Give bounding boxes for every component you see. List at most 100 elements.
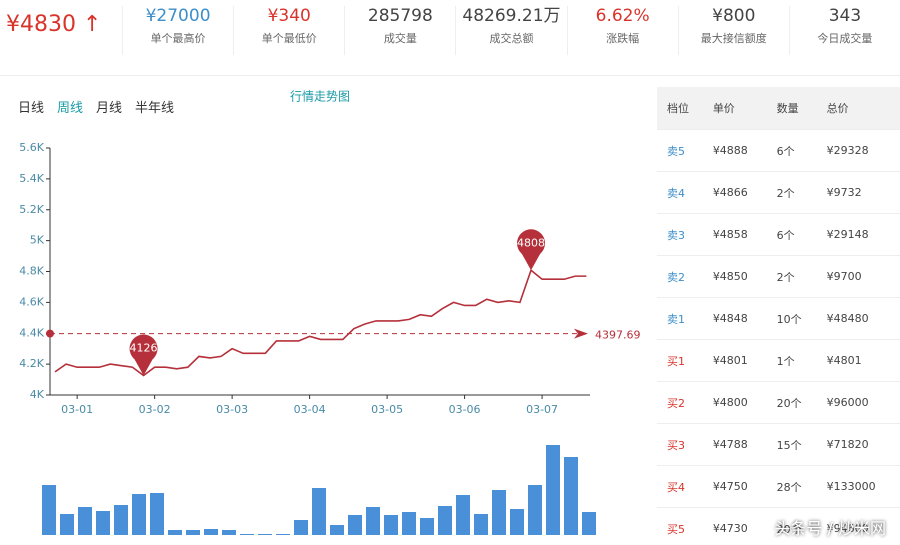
x-tick-label: 03-03 [216,403,248,416]
order-row: 买5 ¥4730 20个 ¥94600 [657,507,900,545]
pin-label: 4126 [130,342,158,355]
cell: 1个 [766,339,817,382]
x-tick-label: 03-07 [526,403,558,416]
x-tick-label: 03-06 [449,403,481,416]
order-row: 买4 ¥4750 28个 ¥133000 [657,465,900,508]
order-book: 档位 单价 数量 总价 卖5 ¥4888 6个 ¥29328 卖4 ¥4866 2个 ¥9732 卖3 ¥… [657,87,900,545]
column-header: 总价 [816,87,900,130]
column-header: 单价 [702,87,767,130]
cell: ¥4858 [702,213,767,256]
volume-bar [114,505,128,535]
volume-bar [186,530,200,535]
cell: 28个 [766,465,817,508]
volume-bar [294,520,308,535]
stat: ¥27000 单个最高价 [122,6,233,55]
volume-bar [420,518,434,535]
volume-bar [384,515,398,535]
cell: ¥4801 [816,339,900,382]
volume-bar [474,514,488,535]
cell: 卖1 [657,297,703,340]
pin [133,357,154,376]
cell: 卖2 [657,255,703,298]
y-tick-label: 5.4K [19,172,44,185]
volume-bar [402,512,416,535]
volume-bar [438,506,452,535]
stat-value: 343 [828,6,862,26]
cell: 6个 [766,213,817,256]
volume-bar [132,494,146,535]
stat-value: ¥340 [267,6,311,26]
stat-label: 涨跌幅 [606,32,640,45]
order-row: 卖1 ¥4848 10个 ¥48480 [657,297,900,340]
cell: 买2 [657,381,703,424]
cell: 6个 [766,129,817,172]
stat: 6.62% 涨跌幅 [566,6,678,55]
stat-label: 单个最低价 [261,32,317,45]
cell: ¥29148 [816,213,900,256]
cell: 20个 [766,381,817,424]
y-tick-label: 5.2K [19,203,44,216]
volume-bar [546,445,560,535]
cell: ¥4866 [702,171,767,214]
average-start [46,329,54,338]
y-tick-label: 4.4K [19,326,44,339]
stat: 343 今日成交量 [788,6,900,55]
volume-bar [492,490,506,535]
stat: 48269.21万 成交总额 [455,6,566,55]
volume-bar [510,509,524,535]
cell: ¥94600 [816,507,900,545]
volume-bar [330,525,344,535]
cell: 2个 [766,171,817,214]
cell: 10个 [766,297,817,340]
volume-bar [366,507,380,535]
x-tick-label: 03-05 [371,403,403,416]
order-row: 买2 ¥4800 20个 ¥96000 [657,381,900,424]
volume-bar [96,511,110,535]
cell: 买3 [657,423,703,466]
pin-head [129,334,158,363]
cell: 卖5 [657,129,703,172]
tab[interactable]: 周线 [57,101,84,116]
cell: ¥9732 [816,171,900,214]
cell: ¥4888 [702,129,767,172]
stat: 285798 成交量 [344,6,455,55]
volume-bar [564,457,578,535]
pin-label: 4808 [517,236,545,249]
cell: ¥4850 [702,255,767,298]
cell: ¥4730 [702,507,767,545]
x-tick-label: 03-02 [139,403,171,416]
watermark: 头条号 / 炒米网 [774,519,886,538]
order-row: 卖4 ¥4866 2个 ¥9732 [657,171,900,214]
volume-bar [168,530,182,535]
cell: 15个 [766,423,817,466]
stat-value: ¥800 [712,6,756,26]
volume-bar [240,534,254,535]
order-row: 卖2 ¥4850 2个 ¥9700 [657,255,900,298]
column-header: 数量 [766,87,817,130]
cell: 卖3 [657,213,703,256]
tab[interactable]: 半年线 [135,101,175,116]
tab[interactable]: 日线 [18,101,45,116]
cell: 20个 [766,507,817,545]
stat-label: 单个最高价 [150,32,206,45]
cell: 2个 [766,255,817,298]
volume-bar [456,495,470,535]
y-tick-label: 5.6K [19,141,44,154]
cell: 买1 [657,339,703,382]
tab[interactable]: 月线 [96,101,123,116]
y-tick-label: 4.2K [19,357,44,370]
stat-label: 成交量 [383,32,417,45]
x-tick-label: 03-04 [294,403,326,416]
cell: ¥96000 [816,381,900,424]
cell: ¥4750 [702,465,767,508]
volume-bar [150,493,164,535]
stat: ¥340 单个最低价 [233,6,344,55]
stat-label: 最大接信额度 [700,32,767,45]
header: ¥4830 ↑ ¥27000 单个最高价 ¥340 单个最低价 285798 成交量 4826… [0,0,900,76]
volume-bar [312,488,326,535]
cell: ¥4800 [702,381,767,424]
cell: ¥9700 [816,255,900,298]
chart: 行情走势图 4K 4.2K 4.4K 4.6K 4.8K 5K 5.2K 5.4K 5.6K 03-… [19,90,641,535]
cell: ¥133000 [816,465,900,508]
